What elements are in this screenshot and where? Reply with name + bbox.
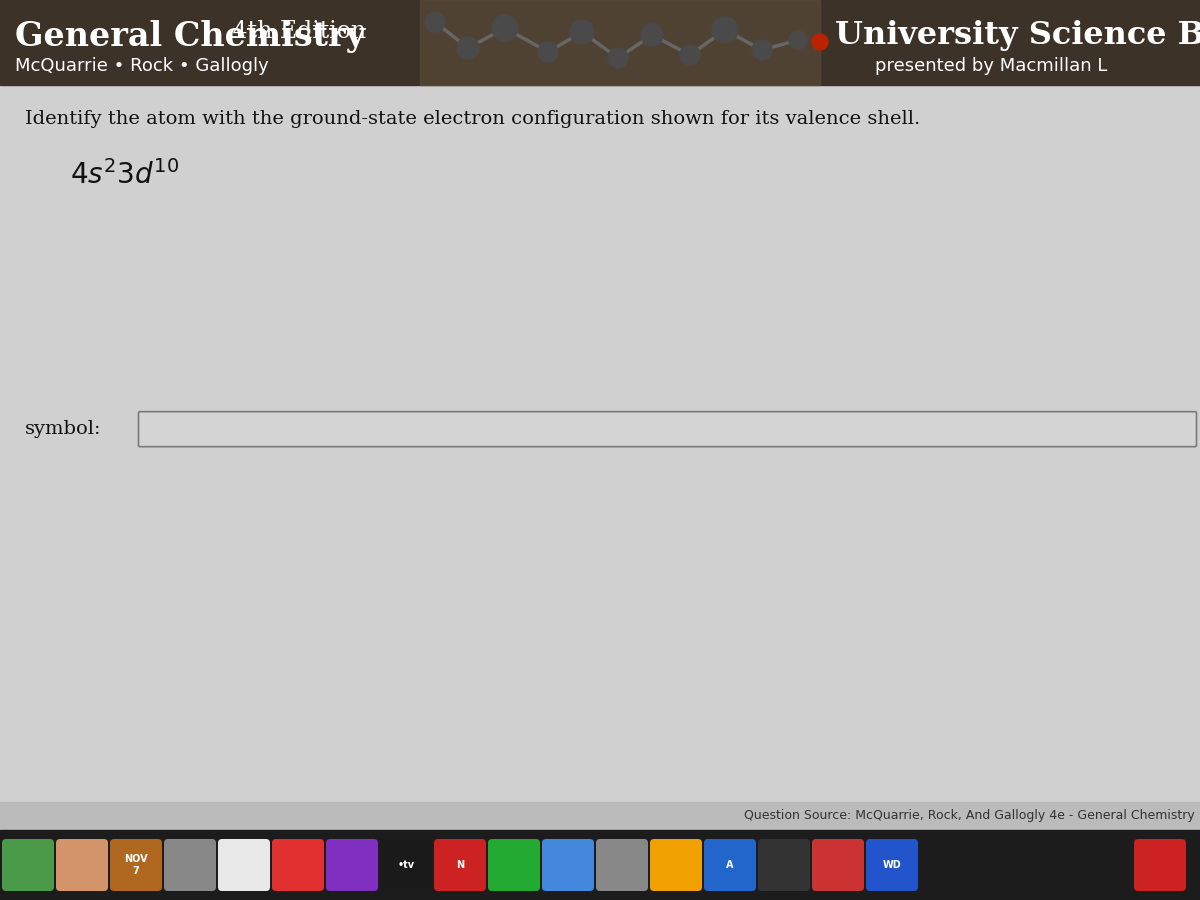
Text: McQuarrie • Rock • Gallogly: McQuarrie • Rock • Gallogly — [14, 57, 269, 75]
FancyBboxPatch shape — [110, 839, 162, 891]
Circle shape — [680, 45, 700, 65]
Circle shape — [641, 24, 662, 46]
Text: •tv: •tv — [397, 860, 414, 870]
FancyBboxPatch shape — [866, 839, 918, 891]
Circle shape — [457, 37, 479, 59]
Text: presented by Macmillan L: presented by Macmillan L — [875, 57, 1108, 75]
FancyBboxPatch shape — [380, 839, 432, 891]
Circle shape — [570, 20, 594, 44]
FancyBboxPatch shape — [326, 839, 378, 891]
FancyBboxPatch shape — [2, 839, 54, 891]
Text: symbol:: symbol: — [25, 420, 102, 438]
Bar — [0, 0, 1200, 85]
Text: WD: WD — [883, 860, 901, 870]
Text: N: N — [456, 860, 464, 870]
Circle shape — [712, 17, 738, 43]
Bar — [0, 830, 1200, 900]
Circle shape — [752, 40, 772, 60]
FancyBboxPatch shape — [138, 411, 1196, 446]
FancyBboxPatch shape — [272, 839, 324, 891]
FancyBboxPatch shape — [164, 839, 216, 891]
FancyBboxPatch shape — [650, 839, 702, 891]
Circle shape — [538, 42, 558, 62]
Text: University Science B: University Science B — [835, 20, 1200, 51]
FancyBboxPatch shape — [704, 839, 756, 891]
Circle shape — [812, 34, 828, 50]
Bar — [0, 85, 1200, 802]
Text: Question Source: McQuarrie, Rock, And Gallogly 4e - General Chemistry  |  Publis: Question Source: McQuarrie, Rock, And Ga… — [744, 809, 1200, 823]
Circle shape — [425, 12, 445, 32]
FancyBboxPatch shape — [1134, 839, 1186, 891]
Text: $4s^23d^{10}$: $4s^23d^{10}$ — [70, 160, 179, 190]
FancyBboxPatch shape — [812, 839, 864, 891]
Text: A: A — [726, 860, 733, 870]
FancyBboxPatch shape — [56, 839, 108, 891]
Bar — [0, 802, 1200, 830]
Text: 4th Edition: 4th Edition — [226, 20, 366, 43]
FancyBboxPatch shape — [542, 839, 594, 891]
Text: NOV
7: NOV 7 — [124, 854, 148, 876]
Bar — [420, 0, 820, 85]
FancyBboxPatch shape — [218, 839, 270, 891]
Circle shape — [492, 15, 518, 41]
FancyBboxPatch shape — [596, 839, 648, 891]
Circle shape — [790, 31, 808, 49]
Text: Identify the atom with the ground-state electron configuration shown for its val: Identify the atom with the ground-state … — [25, 110, 920, 128]
FancyBboxPatch shape — [434, 839, 486, 891]
FancyBboxPatch shape — [758, 839, 810, 891]
Text: General Chemistry: General Chemistry — [14, 20, 365, 53]
Circle shape — [608, 48, 628, 68]
FancyBboxPatch shape — [488, 839, 540, 891]
